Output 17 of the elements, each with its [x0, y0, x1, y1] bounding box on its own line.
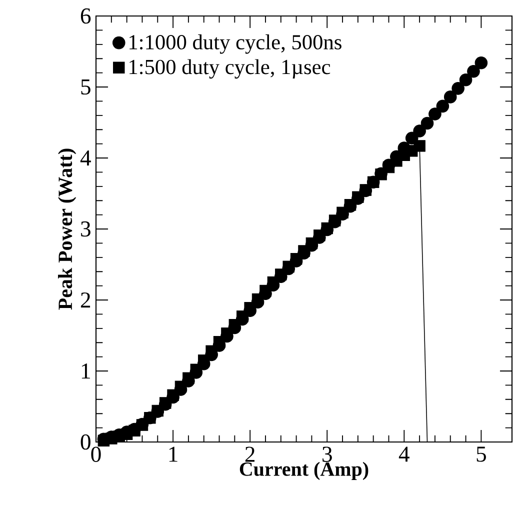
x-tick-label: 3 [322, 446, 332, 462]
y-axis-title: Peak Power (Watt) [58, 148, 76, 310]
y-tick-label: 5 [81, 79, 90, 95]
y-tick-label: 0 [80, 434, 90, 450]
x-axis-title: Current (Amp) [240, 462, 368, 480]
y-tick-label: 1 [82, 364, 90, 378]
y-tick-label: 6 [80, 8, 91, 24]
y-tick-label: 2 [80, 292, 90, 308]
legend-label: 1:500 duty cycle, 1µsec [130, 59, 330, 79]
x-tick-label: 2 [245, 446, 254, 462]
y-tick-label: 4 [80, 150, 91, 166]
x-tick-label: 4 [398, 446, 410, 462]
y-tick-label: 3 [81, 221, 90, 237]
legend-label: 1:1000 duty cycle, 500ns [130, 34, 342, 54]
x-tick-label: 5 [476, 446, 486, 462]
x-tick-label: 1 [169, 446, 178, 462]
x-tick-label: 0 [91, 446, 101, 462]
